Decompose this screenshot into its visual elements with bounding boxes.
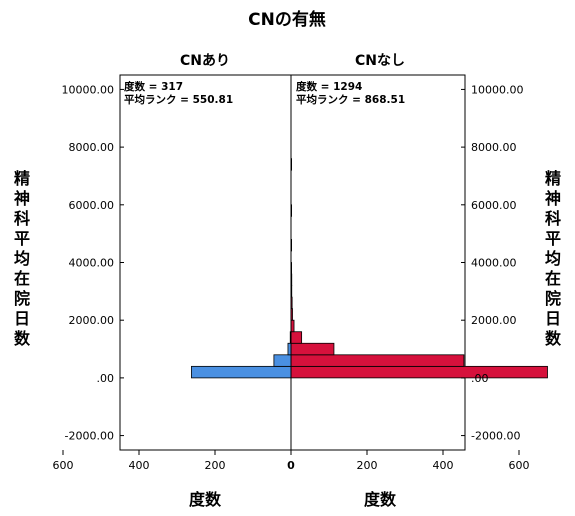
y-axis-left: 10000.00 8000.00 6000.00 4000.00 2000.00 .00 -… [62, 83, 124, 443]
right-bar [290, 331, 303, 344]
left-bar [191, 365, 292, 379]
y-axis-title-char: 神 [14, 189, 30, 208]
chart-title: CNの有無 [248, 9, 326, 30]
y-tick-label: 4000.00 [471, 257, 517, 270]
right-bar [290, 342, 335, 356]
y-tick-label: 6000.00 [471, 199, 517, 212]
y-tick-label: 8000.00 [69, 141, 115, 154]
y-axis-title-char: 院 [545, 289, 561, 308]
right-stat-count: 度数 = 1294 [296, 80, 362, 93]
y-axis-title-char: 日 [545, 309, 561, 328]
y-axis-title-char: 数 [545, 329, 562, 348]
y-tick-label: 2000.00 [69, 314, 115, 327]
x-tick-label: 200 [357, 459, 378, 472]
y-axis-title-char: 平 [14, 229, 30, 248]
y-axis-title-char: 院 [14, 289, 30, 308]
y-axis-title-char: 精 [545, 169, 561, 188]
x-tick-label: 400 [433, 459, 454, 472]
x-tick-label: 400 [129, 459, 150, 472]
y-tick-label: 4000.00 [69, 257, 115, 270]
y-tick-label: 2000.00 [471, 314, 517, 327]
x-axis: 600 400 200 0 200 400 600 [53, 450, 530, 472]
y-axis-title-char: 平 [545, 229, 561, 248]
y-tick-label: -2000.00 [65, 430, 114, 443]
left-stat-rank: 平均ランク = 550.81 [124, 93, 233, 106]
y-tick-label: -2000.00 [471, 430, 520, 443]
left-bar [273, 354, 292, 367]
y-axis-title-char: 精 [14, 169, 30, 188]
right-panel-label: CNなし [355, 53, 405, 69]
x-tick-label: 600 [53, 459, 74, 472]
y-tick-label: .00 [471, 372, 489, 385]
y-tick-label: 10000.00 [471, 83, 524, 96]
y-axis-title-char: 科 [545, 209, 561, 228]
left-stat-count: 度数 = 317 [124, 80, 183, 93]
y-axis-title-char: 均 [14, 249, 30, 268]
y-tick-label: .00 [97, 372, 115, 385]
y-axis-title-char: 在 [545, 269, 561, 288]
right-bar [290, 365, 548, 379]
x-tick-label: 600 [509, 459, 530, 472]
right-bar [290, 354, 465, 367]
y-axis-title-char: 均 [545, 249, 561, 268]
x-tick-label: 200 [205, 459, 226, 472]
y-tick-label: 6000.00 [69, 199, 115, 212]
y-axis-title-char: 在 [14, 269, 30, 288]
right-stat-rank: 平均ランク = 868.51 [296, 93, 405, 106]
y-axis-right: 10000.00 8000.00 6000.00 4000.00 2000.00 .00 -… [461, 83, 524, 443]
x-axis-title-right: 度数 [364, 490, 397, 509]
y-axis-title-char: 神 [545, 189, 561, 208]
x-tick-label: 0 [287, 459, 295, 472]
y-tick-label: 10000.00 [62, 83, 115, 96]
plot-frame [119, 74, 466, 451]
y-tick-label: 8000.00 [471, 141, 517, 154]
y-axis-title-char: 科 [14, 209, 30, 228]
left-panel-label: CNあり [180, 53, 230, 69]
y-axis-title-char: 日 [14, 309, 30, 328]
left-bars [191, 331, 292, 379]
x-axis-title-left: 度数 [189, 490, 222, 509]
y-axis-title-char: 数 [14, 329, 31, 348]
